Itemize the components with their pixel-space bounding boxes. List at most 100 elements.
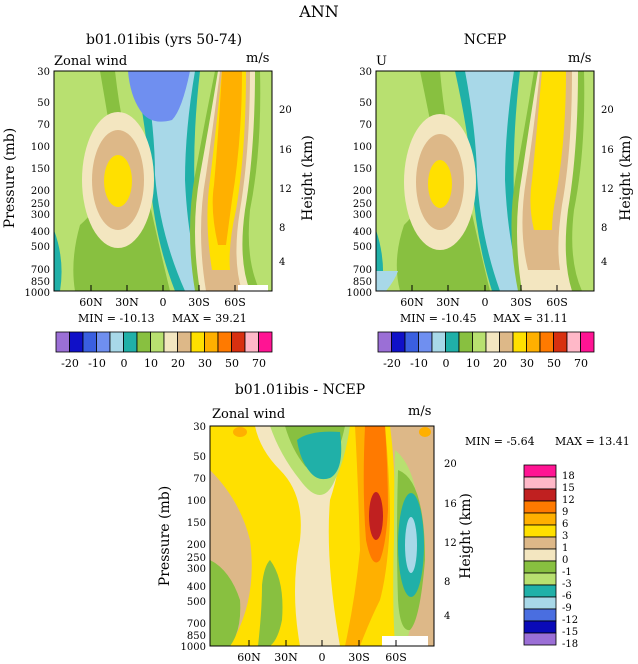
y2tick-label: 12: [444, 538, 457, 549]
diff-fill-teal-top: [297, 431, 342, 480]
ytick-label: 400: [353, 227, 372, 238]
colorbar-swatch: [523, 488, 557, 502]
colorbar-label: -3: [562, 579, 572, 590]
diff-fill-lightblue-right: [405, 517, 417, 573]
colorbar-swatch: [580, 331, 595, 353]
ytick-label: 200: [31, 186, 50, 197]
colorbar-swatch: [539, 331, 554, 353]
panel-ncep-y2label: Height (km): [618, 135, 634, 221]
panel-diff-field: [210, 426, 434, 646]
colorbar-swatch: [553, 331, 568, 353]
xtick-label: 30S: [188, 296, 210, 309]
panel-ncep-colorbar: [377, 331, 595, 353]
colorbar-label: 20: [171, 357, 185, 370]
colorbar-label: -20: [61, 357, 79, 370]
model-fill-sh-orange: [212, 71, 242, 245]
y2tick-label: 20: [279, 105, 292, 116]
colorbar-swatch: [244, 331, 259, 353]
colorbar-swatch: [377, 331, 392, 353]
diff-fill-max-core: [369, 492, 383, 540]
ytick-label: 700: [353, 265, 372, 276]
colorbar-label: -20: [383, 357, 401, 370]
panel-diff-yaxis: 30 50 70 100 150 200 250 300 400 500 700…: [157, 422, 206, 653]
panel-ncep-colorbar-labels: -20 -10 0 10 20 30 50 70: [383, 357, 588, 370]
diff-fill-green-bottom-left: [210, 560, 241, 646]
colorbar-swatch: [163, 331, 178, 353]
panel-diff-xaxis: 60N 30N 0 30S 60S: [237, 640, 407, 664]
colorbar-label: 0: [562, 555, 568, 566]
colorbar-label: -10: [410, 357, 428, 370]
xtick-label: 30N: [115, 296, 139, 309]
colorbar-label: -12: [562, 615, 578, 626]
colorbar-label: 3: [562, 531, 568, 542]
ytick-label: 150: [31, 164, 50, 175]
colorbar-swatch: [391, 331, 406, 353]
colorbar-label: -10: [88, 357, 106, 370]
panel-diff: b01.01ibis - NCEP Zonal wind m/s: [157, 382, 630, 664]
ytick-label: 1000: [347, 288, 372, 299]
ncep-fill-sh-yellow: [530, 71, 566, 230]
panel-ncep-xaxis: 60N 30N 0 30S 60S: [400, 285, 568, 309]
colorbar-swatch: [123, 331, 138, 353]
colorbar-swatch: [523, 536, 557, 550]
colorbar-swatch: [431, 331, 446, 353]
ytick-label: 100: [187, 496, 206, 507]
ytick-label: 850: [31, 277, 50, 288]
ytick-label: 50: [193, 452, 206, 463]
colorbar-swatch: [526, 331, 541, 353]
panel-model-colorbar: [55, 331, 273, 353]
colorbar-label: 10: [466, 357, 480, 370]
colorbar-swatch: [458, 331, 473, 353]
panel-model-title: b01.01ibis (yrs 50-74): [86, 32, 242, 48]
colorbar-label: 9: [562, 507, 568, 518]
ytick-label: 150: [353, 164, 372, 175]
colorbar-swatch: [523, 608, 557, 622]
y2tick-label: 4: [444, 611, 450, 622]
colorbar-swatch: [523, 500, 557, 514]
colorbar-swatch: [69, 331, 84, 353]
model-fill-blue-core: [128, 71, 190, 122]
xtick-label: 60N: [400, 296, 424, 309]
xtick-label: 0: [160, 296, 167, 309]
y2tick-label: 12: [279, 184, 292, 195]
panel-diff-y2axis: 20 16 12 8 4 Height (km): [444, 459, 474, 622]
colorbar-swatch: [523, 620, 557, 634]
xtick-label: 30N: [274, 651, 298, 664]
ytick-label: 300: [353, 210, 372, 221]
panel-diff-min: MIN = -5.64: [465, 435, 535, 448]
ytick-label: 200: [353, 186, 372, 197]
ytick-label: 70: [193, 474, 206, 485]
colorbar-swatch: [566, 331, 581, 353]
colorbar-swatch: [217, 331, 232, 353]
y2tick-label: 20: [601, 105, 614, 116]
colorbar-swatch: [523, 560, 557, 574]
ytick-label: 70: [37, 120, 50, 131]
xtick-label: 60N: [79, 296, 103, 309]
colorbar-swatch: [82, 331, 97, 353]
colorbar-swatch: [523, 548, 557, 562]
panel-diff-colorbar-labels: 18 15 12 9 6 3 1 0 -1 -3 -6 -9 -12 -15 -…: [562, 471, 578, 650]
panel-ncep-min: MIN = -10.45: [400, 312, 477, 325]
colorbar-swatch: [55, 331, 70, 353]
ytick-label: 500: [31, 242, 50, 253]
colorbar-swatch: [418, 331, 433, 353]
ncep-fill-edge-blue: [376, 271, 398, 291]
colorbar-label: 12: [562, 495, 575, 506]
panel-model-subtitle: Zonal wind: [54, 54, 127, 69]
ncep-fill-nh-jet-core: [428, 160, 452, 208]
panel-model-max: MAX = 39.21: [172, 312, 247, 325]
colorbar-label: -6: [562, 591, 572, 602]
ytick-label: 250: [31, 199, 50, 210]
colorbar-label: 1: [562, 543, 568, 554]
ytick-label: 150: [187, 518, 206, 529]
panel-ncep-y2axis: 20 16 12 8 4 Height (km): [601, 105, 634, 268]
ytick-label: 850: [353, 277, 372, 288]
ncep-fill-light-blue: [465, 71, 524, 291]
colorbar-swatch: [523, 512, 557, 526]
colorbar-label: -18: [562, 639, 578, 650]
diff-fill-missing: [382, 636, 428, 646]
panel-model-field: [54, 71, 272, 291]
colorbar-label: 50: [547, 357, 561, 370]
colorbar-label: -9: [562, 603, 572, 614]
